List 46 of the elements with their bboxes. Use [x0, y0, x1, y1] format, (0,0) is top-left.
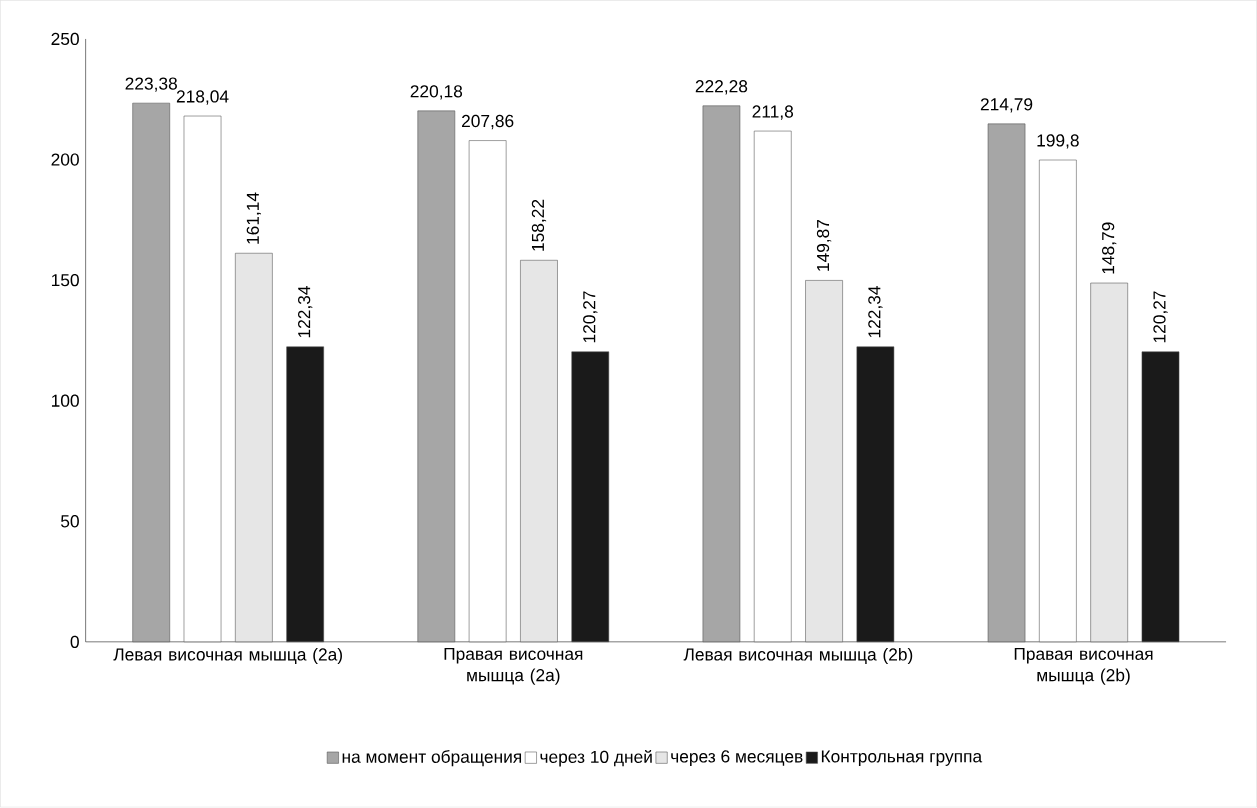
bar — [520, 260, 558, 643]
legend-label: через 10 дней — [540, 750, 652, 767]
data-label: 223,38 — [125, 77, 177, 93]
bar — [753, 131, 792, 643]
x-tick-label: Правая височная мышца (2b) — [1014, 648, 1153, 685]
y-tick-label: 100 — [51, 394, 79, 408]
bar — [571, 351, 610, 643]
bar — [235, 253, 273, 643]
y-tick-label: 0 — [70, 635, 79, 649]
bar — [1039, 159, 1077, 643]
data-label: 148,79 — [1102, 222, 1117, 274]
y-tick-label: 150 — [51, 274, 79, 287]
y-tick-label: 50 — [60, 515, 79, 528]
bar — [856, 346, 895, 643]
bar — [183, 116, 222, 643]
data-label: 120,27 — [583, 291, 598, 343]
bar — [468, 140, 507, 643]
data-label: 122,34 — [298, 286, 313, 338]
data-label: 199,8 — [1037, 134, 1079, 149]
data-label: 158,22 — [531, 200, 547, 251]
bar — [132, 103, 171, 643]
x-tick-label: Левая височная мышца (2a) — [113, 648, 342, 665]
data-label: 207,86 — [462, 115, 514, 130]
bar — [987, 123, 1026, 643]
data-label: 211,8 — [752, 105, 794, 120]
data-label: 218,04 — [176, 90, 229, 105]
legend-label: Контрольная группа — [821, 750, 983, 767]
legend-label: на момент обращения — [342, 750, 522, 767]
data-label: 222,28 — [695, 80, 748, 95]
data-label: 149,87 — [816, 220, 832, 272]
data-label: 120,27 — [1153, 291, 1168, 343]
x-tick-label: Левая височная мышца (2b) — [683, 648, 913, 665]
data-label: 161,14 — [246, 192, 262, 244]
bar — [805, 280, 843, 643]
bar — [286, 346, 324, 643]
y-tick-label: 200 — [51, 153, 79, 166]
data-label: 214,79 — [980, 98, 1033, 113]
x-tick-label: Правая височная мышца (2a) — [444, 648, 583, 685]
data-label: 220,18 — [410, 85, 463, 100]
bar — [702, 105, 741, 643]
y-tick-label: 250 — [51, 33, 79, 46]
bar — [1141, 351, 1180, 643]
legend-label: через 6 месяцев — [671, 750, 803, 767]
data-label: 122,34 — [868, 286, 883, 338]
bar — [417, 110, 456, 643]
bar — [1090, 283, 1128, 643]
